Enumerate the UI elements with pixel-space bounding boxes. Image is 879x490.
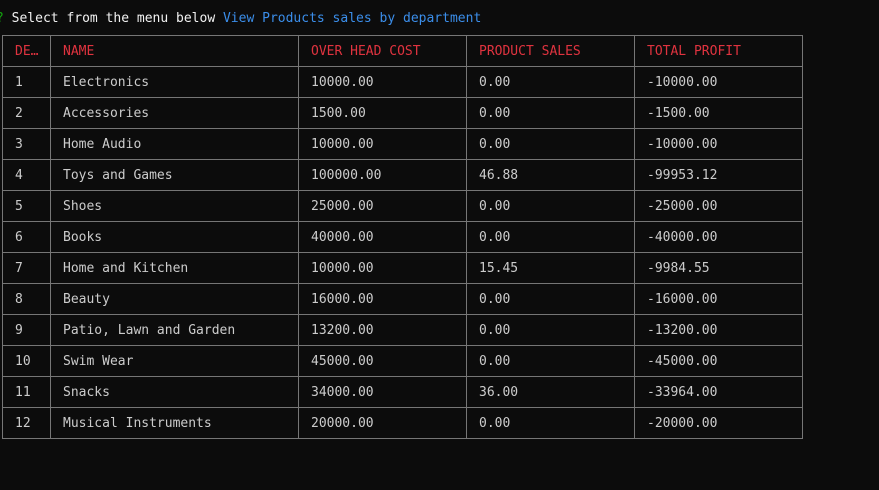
- cell-department-id: 12: [2, 407, 51, 439]
- column-header-product-sales: PRODUCT SALES: [466, 35, 635, 67]
- cell-department-id: 11: [2, 376, 51, 408]
- cell-total-profit: -10000.00: [634, 128, 803, 160]
- cell-product-sales: 0.00: [466, 128, 635, 160]
- cell-department-id: 10: [2, 345, 51, 377]
- cell-product-sales: 0.00: [466, 283, 635, 315]
- department-sales-table: DE… NAME OVER HEAD COST PRODUCT SALES TO…: [2, 35, 803, 439]
- cell-total-profit: -1500.00: [634, 97, 803, 129]
- prompt-text: Select from the menu below: [11, 11, 216, 26]
- cell-total-profit: -10000.00: [634, 66, 803, 98]
- cell-department-id: 5: [2, 190, 51, 222]
- cell-name: Musical Instruments: [50, 407, 299, 439]
- cell-product-sales: 46.88: [466, 159, 635, 191]
- cell-product-sales: 36.00: [466, 376, 635, 408]
- cell-department-id: 9: [2, 314, 51, 346]
- table-row: 4 Toys and Games 100000.00 46.88 -99953.12: [2, 159, 803, 191]
- cell-name: Patio, Lawn and Garden: [50, 314, 299, 346]
- table-row: 8 Beauty 16000.00 0.00 -16000.00: [2, 283, 803, 315]
- column-header-total-profit: TOTAL PROFIT: [634, 35, 803, 67]
- cell-product-sales: 0.00: [466, 407, 635, 439]
- table-row: 12 Musical Instruments 20000.00 0.00 -20000.…: [2, 407, 803, 439]
- cell-over-head-cost: 45000.00: [298, 345, 467, 377]
- cell-department-id: 2: [2, 97, 51, 129]
- cell-total-profit: -20000.00: [634, 407, 803, 439]
- table-row: 5 Shoes 25000.00 0.00 -25000.00: [2, 190, 803, 222]
- cell-over-head-cost: 10000.00: [298, 66, 467, 98]
- cell-total-profit: -45000.00: [634, 345, 803, 377]
- cell-product-sales: 0.00: [466, 66, 635, 98]
- cell-name: Shoes: [50, 190, 299, 222]
- cell-department-id: 1: [2, 66, 51, 98]
- question-mark-icon: ?: [0, 11, 4, 26]
- column-header-name: NAME: [50, 35, 299, 67]
- cell-department-id: 8: [2, 283, 51, 315]
- cell-product-sales: 15.45: [466, 252, 635, 284]
- cell-name: Toys and Games: [50, 159, 299, 191]
- cell-department-id: 3: [2, 128, 51, 160]
- cell-product-sales: 0.00: [466, 314, 635, 346]
- table-row: 2 Accessories 1500.00 0.00 -1500.00: [2, 97, 803, 129]
- cell-over-head-cost: 10000.00: [298, 128, 467, 160]
- cell-name: Accessories: [50, 97, 299, 129]
- cell-department-id: 6: [2, 221, 51, 253]
- cell-total-profit: -16000.00: [634, 283, 803, 315]
- table-row: 3 Home Audio 10000.00 0.00 -10000.00: [2, 128, 803, 160]
- cell-department-id: 4: [2, 159, 51, 191]
- cell-over-head-cost: 1500.00: [298, 97, 467, 129]
- table-row: 11 Snacks 34000.00 36.00 -33964.00: [2, 376, 803, 408]
- table-row: 7 Home and Kitchen 10000.00 15.45 -9984.55: [2, 252, 803, 284]
- cell-over-head-cost: 100000.00: [298, 159, 467, 191]
- cell-total-profit: -9984.55: [634, 252, 803, 284]
- cell-product-sales: 0.00: [466, 345, 635, 377]
- cell-name: Home and Kitchen: [50, 252, 299, 284]
- cell-name: Swim Wear: [50, 345, 299, 377]
- column-header-over-head-cost: OVER HEAD COST: [298, 35, 467, 67]
- table-row: 9 Patio, Lawn and Garden 13200.00 0.00 -1320…: [2, 314, 803, 346]
- cell-name: Snacks: [50, 376, 299, 408]
- selected-menu-option: View Products sales by department: [222, 11, 482, 26]
- cell-total-profit: -13200.00: [634, 314, 803, 346]
- cell-department-id: 7: [2, 252, 51, 284]
- cell-name: Electronics: [50, 66, 299, 98]
- table-body: 1 Electronics 10000.00 0.00 -10000.00 2 Access…: [2, 66, 803, 439]
- cell-over-head-cost: 20000.00: [298, 407, 467, 439]
- cell-total-profit: -33964.00: [634, 376, 803, 408]
- table-row: 10 Swim Wear 45000.00 0.00 -45000.00: [2, 345, 803, 377]
- cell-over-head-cost: 16000.00: [298, 283, 467, 315]
- cell-total-profit: -40000.00: [634, 221, 803, 253]
- cell-total-profit: -99953.12: [634, 159, 803, 191]
- cell-product-sales: 0.00: [466, 190, 635, 222]
- cell-over-head-cost: 10000.00: [298, 252, 467, 284]
- cell-over-head-cost: 34000.00: [298, 376, 467, 408]
- cell-over-head-cost: 40000.00: [298, 221, 467, 253]
- table-header-row: DE… NAME OVER HEAD COST PRODUCT SALES TO…: [2, 35, 803, 67]
- cell-over-head-cost: 13200.00: [298, 314, 467, 346]
- prompt-line: ? Select from the menu below View Produc…: [0, 10, 481, 28]
- cell-over-head-cost: 25000.00: [298, 190, 467, 222]
- cell-product-sales: 0.00: [466, 97, 635, 129]
- table-row: 1 Electronics 10000.00 0.00 -10000.00: [2, 66, 803, 98]
- column-header-department-id: DE…: [2, 35, 51, 67]
- cell-name: Home Audio: [50, 128, 299, 160]
- cell-name: Books: [50, 221, 299, 253]
- cell-total-profit: -25000.00: [634, 190, 803, 222]
- table-row: 6 Books 40000.00 0.00 -40000.00: [2, 221, 803, 253]
- cell-name: Beauty: [50, 283, 299, 315]
- cell-product-sales: 0.00: [466, 221, 635, 253]
